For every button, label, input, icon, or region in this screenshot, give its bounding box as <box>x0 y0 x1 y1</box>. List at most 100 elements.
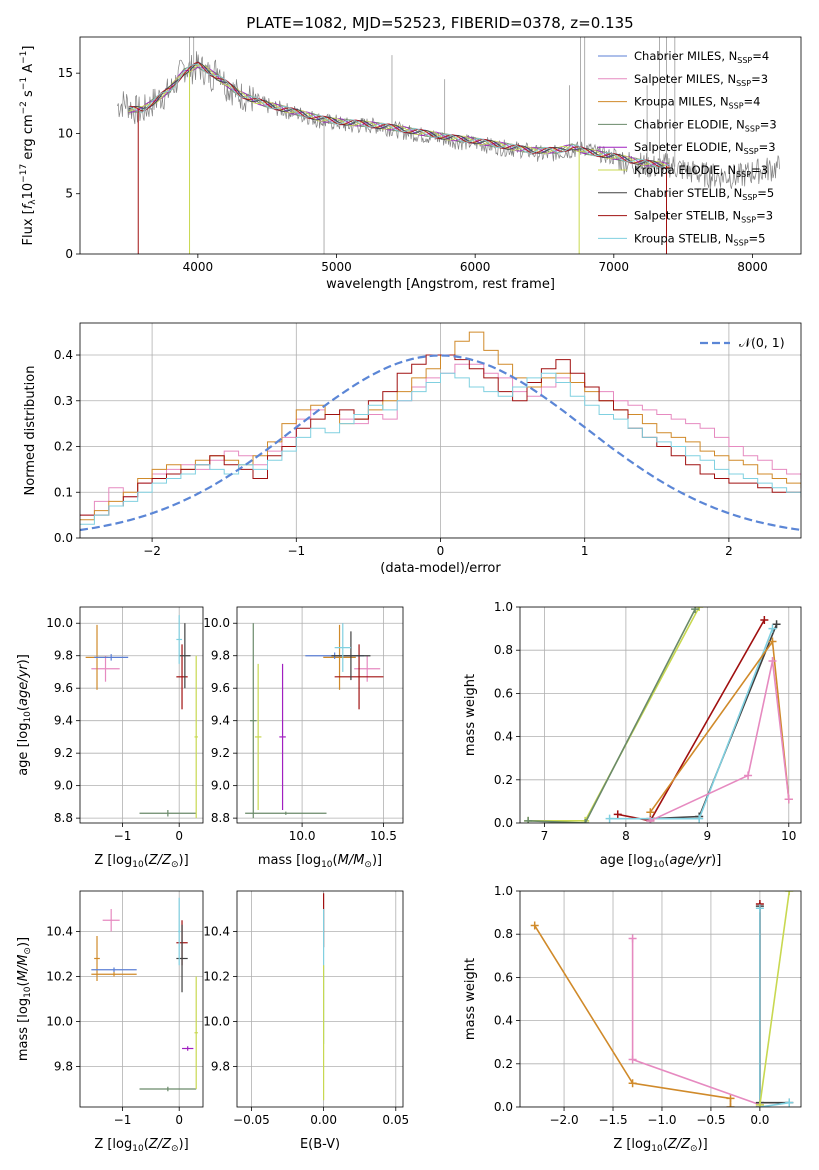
age_vs_Z-xlabel: Z [log10(Z/Z⊙)] <box>94 853 188 870</box>
x-tick-label: −0.5 <box>696 1113 725 1127</box>
legend-label: Kroupa ELODIE, NSSP=3 <box>634 163 768 179</box>
axes-frame <box>519 890 802 1108</box>
x-tick-label: 2 <box>725 544 733 558</box>
mass_vs_Z-ylabel: mass [log10(M/M⊙)] <box>16 937 33 1061</box>
y-tick-label: 0.8 <box>494 927 513 941</box>
x-tick-label: −1.5 <box>598 1113 627 1127</box>
point-marker <box>605 814 614 823</box>
y-tick-label: 10 <box>58 126 73 140</box>
line-kroupa_miles <box>649 639 790 813</box>
y-tick-label: 10.2 <box>46 970 73 984</box>
model-kroupa_stelib <box>128 63 670 169</box>
x-tick-label: 0.05 <box>382 1113 409 1127</box>
point-marker <box>785 891 794 895</box>
point-marker <box>581 819 590 823</box>
y-tick-label: 1.0 <box>494 600 513 614</box>
y-tick-label: 10.0 <box>203 616 230 630</box>
x-tick-label: −0.05 <box>233 1113 270 1127</box>
x-tick-label: 8 <box>622 829 630 843</box>
y-tick-label: 9.4 <box>211 714 230 728</box>
y-tick-label: 10.4 <box>46 925 73 939</box>
legend-label: Chabrier ELODIE, NSSP=3 <box>634 117 777 133</box>
age_vs_Z-ylabel: age [log10(age/yr)] <box>16 654 33 776</box>
panel-age_vs_mass: 10.0 10.5 8.8 9.0 9.2 9.4 9.6 9.8 10.0 mass [log1… <box>203 606 404 870</box>
point-marker <box>524 816 533 823</box>
axes-frame <box>79 36 802 255</box>
y-tick-label: 0.0 <box>494 1100 513 1114</box>
x-tick-label: 1 <box>581 544 589 558</box>
x-tick-label: 9 <box>704 829 712 843</box>
panel-residuals: −2 −1 0 1 2 0.0 0.1 0.2 0.3 0.4 𝒩(0, 1) (data-model… <box>23 322 802 576</box>
x-tick-label: −1.0 <box>647 1113 676 1127</box>
panel-weight_vs_age: 7 8 9 10 0.0 0.2 0.4 0.6 0.8 1.0 age [log10(age/yr… <box>463 600 802 870</box>
y-tick-label: 9.0 <box>211 779 230 793</box>
line-chabrier_stelib <box>650 624 778 820</box>
point-marker <box>785 1098 794 1107</box>
y-tick-label: 9.4 <box>54 714 73 728</box>
x-tick-label: 7000 <box>599 260 630 274</box>
spectrum-legend: Chabrier MILES, NSSP=4 Salpeter MILES, NS… <box>598 49 777 247</box>
x-tick-label: −2.0 <box>549 1113 578 1127</box>
x-tick-label: 0.0 <box>750 1113 769 1127</box>
point-marker <box>726 1094 735 1103</box>
axes-frame <box>79 606 204 824</box>
point-marker <box>755 904 764 913</box>
weight_vs_age-xlabel: age [log10(age/yr)] <box>600 853 722 870</box>
point-marker <box>768 657 777 665</box>
y-tick-label: 15 <box>58 66 73 80</box>
point-marker <box>784 795 793 804</box>
weight_vs_Z-xlabel: Z [log10(Z/Z⊙)] <box>613 1137 707 1154</box>
point-marker <box>760 615 769 624</box>
legend-label: Chabrier STELIB, NSSP=5 <box>634 186 774 202</box>
panel-spectrum: 4000 5000 6000 7000 8000 0 5 10 15 wavelength [An… <box>19 36 802 292</box>
line-kroupa_miles <box>534 925 732 1107</box>
x-tick-label: 8000 <box>737 260 768 274</box>
weight_vs_age-ylabel: mass weight <box>463 674 478 756</box>
hist-salpeter_stelib <box>80 354 801 516</box>
plot-area <box>237 607 403 823</box>
panel-weight_vs_Z: −2.0 −1.5 −1.0 −0.5 0.0 0.0 0.2 0.4 0.6 0.8 1.0 Z [… <box>463 884 802 1154</box>
y-tick-label: 0.4 <box>54 348 73 362</box>
point-marker <box>695 814 704 823</box>
point-marker <box>772 620 781 629</box>
y-tick-label: 9.2 <box>54 746 73 760</box>
y-tick-label: 9.8 <box>211 649 230 663</box>
x-tick-label: 10.5 <box>370 829 397 843</box>
y-tick-label: 10.2 <box>203 970 230 984</box>
point-marker <box>755 1100 764 1107</box>
line-kroupa_stelib <box>759 908 790 1107</box>
hist-kroupa_miles <box>80 331 801 521</box>
plot-area <box>520 607 801 823</box>
plot-area <box>117 37 780 254</box>
panel-mass_vs_Z: −1 0 9.8 10.0 10.2 10.4 Z [log10(Z/Z⊙)] mass [l… <box>16 890 204 1154</box>
panel-mass_vs_ebv: −0.05 0.00 0.05 9.8 10.0 10.2 10.4 E(B-V) <box>203 890 409 1152</box>
axes-frame <box>236 890 404 1108</box>
y-tick-label: 0.4 <box>494 730 513 744</box>
point-marker <box>613 810 622 819</box>
hist-kroupa_stelib <box>80 372 801 525</box>
x-tick-label: 7 <box>541 829 549 843</box>
legend-label: Kroupa STELIB, NSSP=5 <box>634 231 765 247</box>
panel-age_vs_Z: −1 0 8.8 9.0 9.2 9.4 9.6 9.8 10.0 Z [log10(Z/Z⊙)]… <box>16 606 204 870</box>
line-salpeter_miles <box>649 660 790 822</box>
x-tick-label: 10.0 <box>289 829 316 843</box>
y-tick-label: 9.8 <box>54 649 73 663</box>
x-tick-label: 0.00 <box>310 1113 337 1127</box>
plot-area <box>237 891 403 1107</box>
axes-frame <box>236 606 404 824</box>
x-tick-label: 0 <box>437 544 445 558</box>
line-kroupa_elodie <box>759 891 791 1105</box>
mass_vs_ebv-xlabel: E(B-V) <box>300 1137 340 1152</box>
x-tick-label: 0 <box>175 1113 183 1127</box>
y-tick-label: 0.2 <box>494 773 513 787</box>
figure-title: PLATE=1082, MJD=52523, FIBERID=0378, z=0… <box>246 14 633 32</box>
plot-area <box>80 891 203 1107</box>
x-tick-label: 6000 <box>460 260 491 274</box>
legend-label: Salpeter STELIB, NSSP=3 <box>634 209 773 225</box>
line-salpeter_miles <box>631 938 761 1106</box>
y-tick-label: 0.6 <box>494 970 513 984</box>
plot-area <box>80 607 203 823</box>
spectrum-ylabel: Flux [fλ10−17 erg cm−2 s−1 A−1] <box>19 46 38 246</box>
y-tick-label: 0.8 <box>494 643 513 657</box>
plot-area <box>520 891 801 1107</box>
